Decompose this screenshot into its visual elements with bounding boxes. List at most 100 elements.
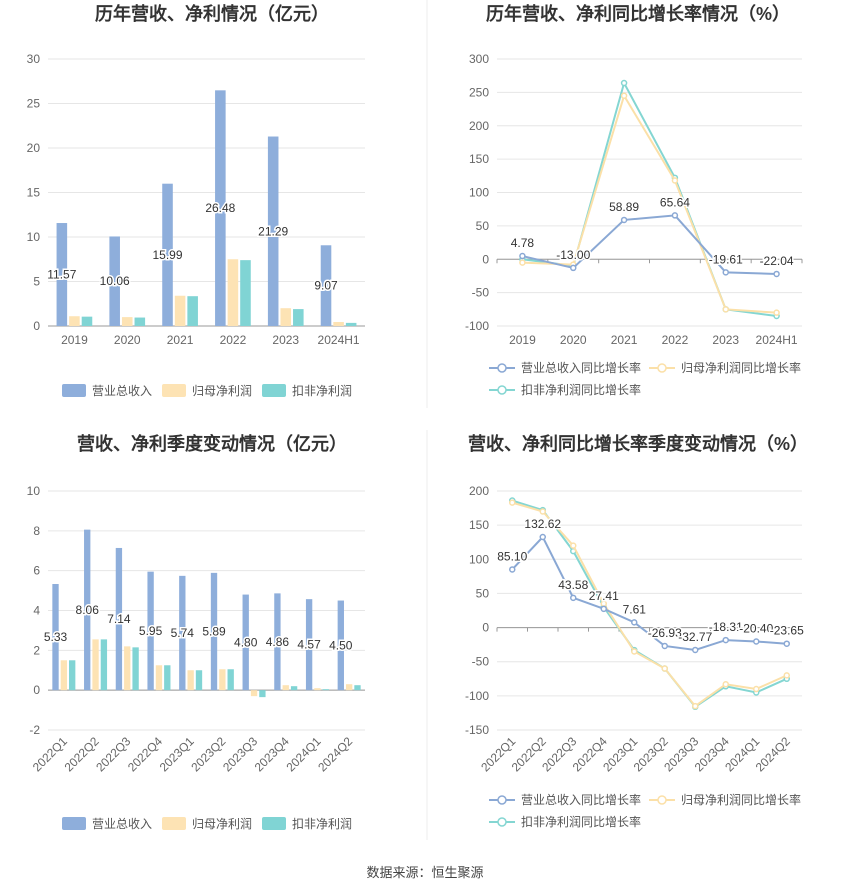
chart-title: 历年营收、净利同比增长率情况（%）: [486, 3, 790, 24]
data-label: 8.06: [76, 603, 100, 617]
x-tick-label: 2024H1: [756, 333, 798, 347]
y-tick-label: 4: [33, 604, 40, 618]
data-label: 27.41: [589, 589, 619, 603]
chart-title: 营收、净利季度变动情况（亿元）: [77, 433, 347, 454]
legend-marker: [657, 795, 667, 805]
bar-net-profit: [187, 670, 194, 691]
series-point: [722, 269, 729, 276]
y-tick-label: 150: [469, 152, 489, 166]
series-point: [539, 533, 546, 541]
y-tick-label: 150: [469, 518, 489, 532]
data-label: 26.48: [205, 201, 235, 215]
y-tick-label: 200: [469, 119, 489, 133]
legend-label: 扣非净利润同比增长率: [521, 814, 641, 829]
legend-swatch: [62, 817, 86, 830]
bar-deducted-net-profit: [259, 690, 266, 698]
legend-label: 营业总收入: [92, 384, 152, 398]
chart-panel-2: 历年营收、净利同比增长率情况（%） -100 -50 0 50 100 150 200 250 3…: [465, 3, 803, 397]
bar-deducted-net-profit: [100, 639, 108, 691]
data-source-label: 数据来源：: [366, 865, 432, 880]
bar-net-profit: [60, 660, 68, 691]
bar-deducted-net-profit: [81, 316, 93, 326]
bar-net-profit: [314, 688, 321, 691]
bar-net-profit: [345, 684, 353, 691]
data-label: 10.06: [100, 274, 130, 288]
y-tick-label: 0: [482, 621, 489, 635]
x-tick-label: 2021: [611, 333, 638, 347]
legend-label: 归母净利润: [192, 384, 252, 398]
series-point: [570, 264, 577, 272]
x-tick-label: 2022: [220, 333, 247, 347]
y-tick-label: 300: [469, 52, 489, 66]
series-line-3: [522, 80, 777, 317]
chart-panel-3: 营收、净利季度变动情况（亿元）-202468102022Q12022Q22022…: [27, 433, 365, 831]
data-label: -26.93: [648, 626, 682, 640]
series-point: [671, 212, 679, 219]
y-tick-label: -50: [472, 286, 490, 300]
x-tick-label: 2021: [167, 333, 194, 347]
series-point: [661, 665, 668, 672]
series-point: [631, 619, 638, 626]
data-label: 132.62: [524, 517, 561, 531]
series-point: [620, 92, 628, 99]
series-point: [753, 638, 760, 645]
data-label: 7.61: [623, 602, 647, 616]
bar-revenue: [305, 599, 313, 691]
legend-label: 归母净利润同比增长率: [681, 360, 801, 375]
series-point: [773, 309, 780, 316]
series-point: [722, 636, 729, 644]
bar-revenue: [84, 529, 91, 691]
bar-revenue: [115, 547, 123, 691]
series-point: [692, 646, 699, 654]
data-label: 4.50: [329, 638, 353, 652]
series-point: [773, 270, 780, 278]
legend-label: 营业总收入同比增长率: [521, 792, 641, 807]
series-point: [509, 499, 516, 506]
y-tick-label: 0: [482, 252, 489, 266]
y-tick-label: 15: [27, 186, 41, 200]
x-tick-label: 2023: [272, 333, 299, 347]
bar-deducted-net-profit: [164, 665, 171, 691]
legend-swatch: [162, 817, 186, 830]
bar-revenue: [147, 571, 154, 691]
legend-label: 归母净利润同比增长率: [681, 792, 801, 807]
bar-net-profit: [124, 646, 131, 691]
data-label: 4.57: [297, 638, 321, 652]
data-label: 4.80: [234, 635, 258, 649]
data-label: 5.33: [44, 630, 68, 644]
y-tick-label: 6: [33, 564, 40, 578]
bar-revenue: [215, 90, 226, 326]
bar-deducted-net-profit: [227, 669, 234, 691]
data-label: 65.64: [660, 195, 690, 209]
bar-net-profit: [155, 665, 163, 691]
y-tick-label: 0: [33, 319, 40, 333]
series-line-2: [522, 93, 777, 314]
legend-swatch: [62, 384, 86, 397]
data-label: 85.10: [497, 549, 527, 563]
bar-deducted-net-profit: [69, 660, 76, 691]
data-label: -20.40: [739, 622, 773, 636]
legend-marker: [657, 363, 667, 373]
legend: 营业总收入 归母净利润 扣非净利润: [62, 817, 352, 831]
y-tick-label: -2: [29, 723, 40, 737]
bar-revenue: [179, 575, 186, 691]
bar-revenue: [320, 245, 332, 326]
data-label: 15.99: [153, 248, 183, 262]
y-tick-label: 200: [469, 484, 489, 498]
legend-marker: [497, 385, 507, 395]
legend-marker: [497, 817, 507, 827]
y-tick-label: -100: [465, 319, 489, 333]
bar-deducted-net-profit: [293, 309, 304, 326]
data-label: 58.89: [609, 200, 639, 214]
bar-net-profit: [333, 321, 344, 326]
legend: 营业总收入 归母净利润 扣非净利润: [62, 384, 352, 398]
chart-panel-4: 营收、净利同比增长率季度变动情况（%） -150 -100 -50 0 50 100 150 2…: [465, 433, 808, 829]
series-point: [509, 566, 516, 573]
y-tick-label: 250: [469, 85, 489, 99]
series-line-1: [511, 535, 787, 651]
y-tick-label: 25: [27, 97, 41, 111]
bar-net-profit: [69, 316, 80, 326]
y-tick-label: 10: [27, 484, 41, 498]
data-label: -19.61: [709, 252, 743, 266]
